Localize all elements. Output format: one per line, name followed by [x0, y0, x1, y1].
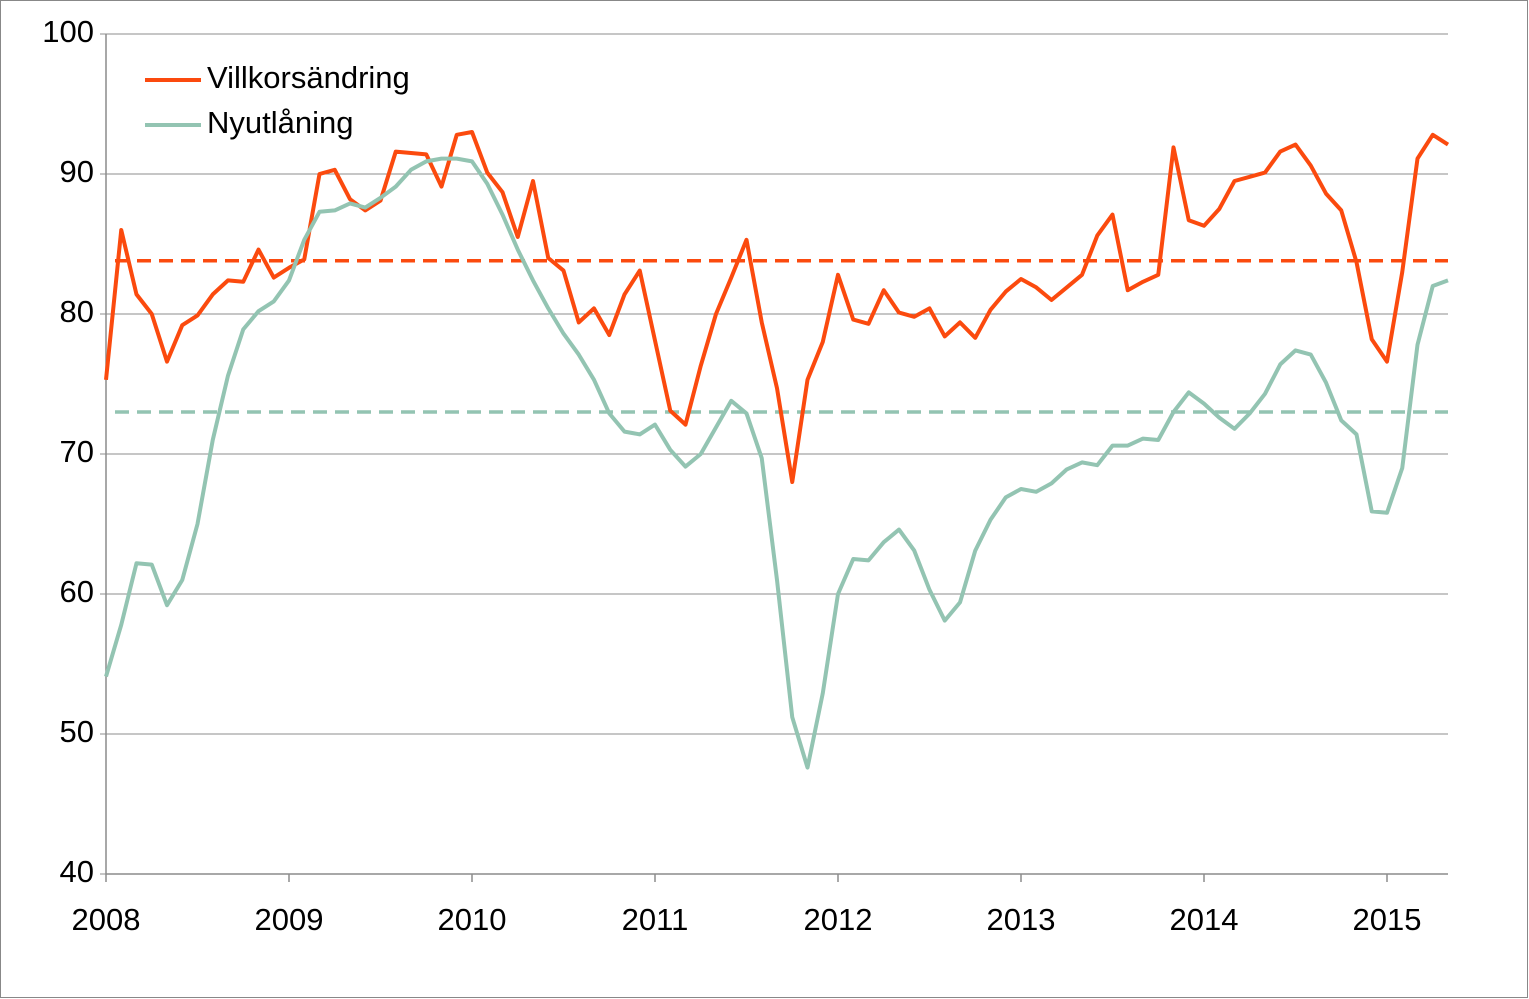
x-tick-label: 2010: [438, 902, 507, 937]
legend-label: Nyutlåning: [207, 105, 353, 140]
legend-label: Villkorsändring: [207, 60, 410, 95]
x-tick-label: 2011: [622, 902, 689, 937]
x-tick-label: 2013: [987, 902, 1056, 937]
y-tick-label: 60: [60, 574, 94, 609]
x-tick-label: 2015: [1353, 902, 1422, 937]
y-tick-label: 70: [60, 434, 94, 469]
x-tick-label: 2009: [255, 902, 324, 937]
y-tick-label: 100: [42, 14, 94, 49]
x-tick-label: 2014: [1170, 902, 1239, 937]
y-tick-label: 90: [60, 154, 94, 189]
x-tick-label: 2008: [72, 902, 141, 937]
x-tick-label: 2012: [804, 902, 873, 937]
y-tick-label: 50: [60, 714, 94, 749]
series-line: [104, 130, 1450, 484]
series-line: [104, 156, 1449, 770]
y-tick-label: 80: [60, 294, 94, 329]
y-tick-label: 40: [60, 854, 94, 889]
